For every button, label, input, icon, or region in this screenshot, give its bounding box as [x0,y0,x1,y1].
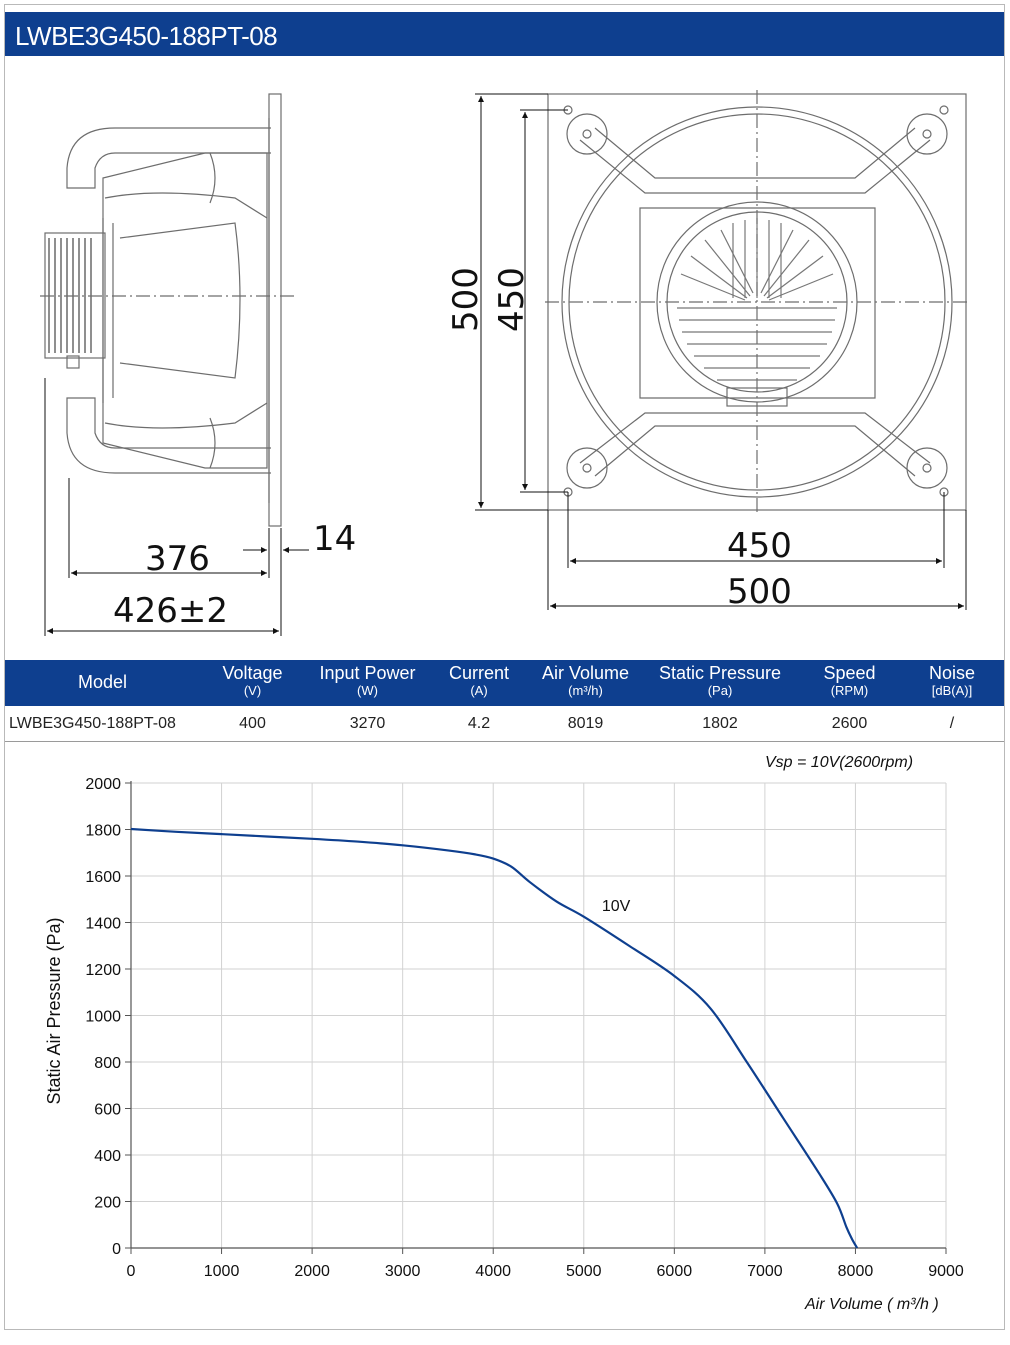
y-tick-label: 600 [94,1102,121,1119]
dim-width-outer: 500 [727,572,792,612]
cell-model: LWBE3G450-188PT-08 [9,715,176,732]
cell-current: 4.2 [467,715,491,732]
cell-voltage: 400 [239,715,266,732]
dim-height-outer: 500 [446,267,486,332]
y-tick-label: 2000 [85,776,121,793]
x-tick-label: 9000 [928,1263,964,1280]
x-tick-label: 5000 [566,1263,602,1280]
col-current: Current (A) [448,663,510,698]
series-line-10V [130,827,859,1249]
x-tick-label: 4000 [475,1263,511,1280]
x-tick-label: 3000 [385,1263,421,1280]
dim-width-inner: 450 [727,526,792,566]
x-tick-label: 1000 [204,1263,240,1280]
y-tick-label: 800 [94,1055,121,1072]
cell-air-volume: 8019 [567,715,604,732]
technical-drawing: 376 426±2 14 [40,90,970,636]
title-bar: LWBE3G450-188PT-08 [5,12,1004,56]
y-tick-label: 1400 [85,916,121,933]
y-tick-label: 0 [112,1241,121,1258]
cell-input-power: 3270 [349,715,386,732]
dim-height-inner: 450 [492,267,532,332]
x-tick-label: 0 [127,1263,136,1280]
col-static-pressure: Static Pressure (Pa) [658,663,782,698]
col-voltage: Voltage (V) [222,663,283,698]
col-speed: Speed (RPM) [823,663,876,698]
chart-ticks: 0 1000 2000 3000 4000 5000 6000 7000 8000 9000 0 20… [85,776,963,1280]
dim-flange: 14 [313,519,356,559]
x-axis-label: Air Volume ( m³/h ) [804,1296,939,1313]
x-tick-label: 7000 [747,1263,783,1280]
dim-total-depth: 426±2 [113,591,228,631]
col-model: Model [77,672,128,692]
chart-axes [130,781,946,1249]
side-dimensions [44,378,309,636]
x-tick-label: 2000 [294,1263,330,1280]
y-tick-label: 200 [94,1195,121,1212]
y-tick-label: 1600 [85,869,121,886]
chart-note: Vsp = 10V(2600rpm) [765,754,913,771]
side-view [40,93,295,527]
front-dimensions [475,93,967,610]
x-tick-label: 8000 [838,1263,874,1280]
table-row: LWBE3G450-188PT-08 400 3270 4.2 8019 180… [5,707,1004,742]
col-input-power: Input Power (W) [319,663,416,698]
front-view [545,90,970,514]
page-title: LWBE3G450-188PT-08 [15,21,278,51]
spec-table-header: Model Voltage (V) Input Power (W) Current(… [5,660,1004,706]
chart-series: 10V [130,827,859,1249]
y-tick-label: 1000 [85,1009,121,1026]
col-air-volume: Air Volume (m³/h) [541,663,630,698]
series-label-10V: 10V [602,898,631,915]
x-tick-label: 6000 [657,1263,693,1280]
performance-chart: 0 1000 2000 3000 4000 5000 6000 7000 8000 9000 0 20… [44,754,964,1313]
y-tick-label: 1800 [85,823,121,840]
cell-speed: 2600 [831,715,868,732]
cell-noise: / [949,715,955,732]
y-axis-label: Static Air Pressure (Pa) [44,917,64,1104]
cell-static-pressure: 1802 [702,715,738,732]
y-tick-label: 1200 [85,962,121,979]
y-tick-label: 400 [94,1148,121,1165]
chart-grid [130,782,947,1249]
col-noise: Noise [dB(A)] [928,663,976,698]
page-frame [4,4,1005,1330]
dim-depth: 376 [145,539,210,579]
